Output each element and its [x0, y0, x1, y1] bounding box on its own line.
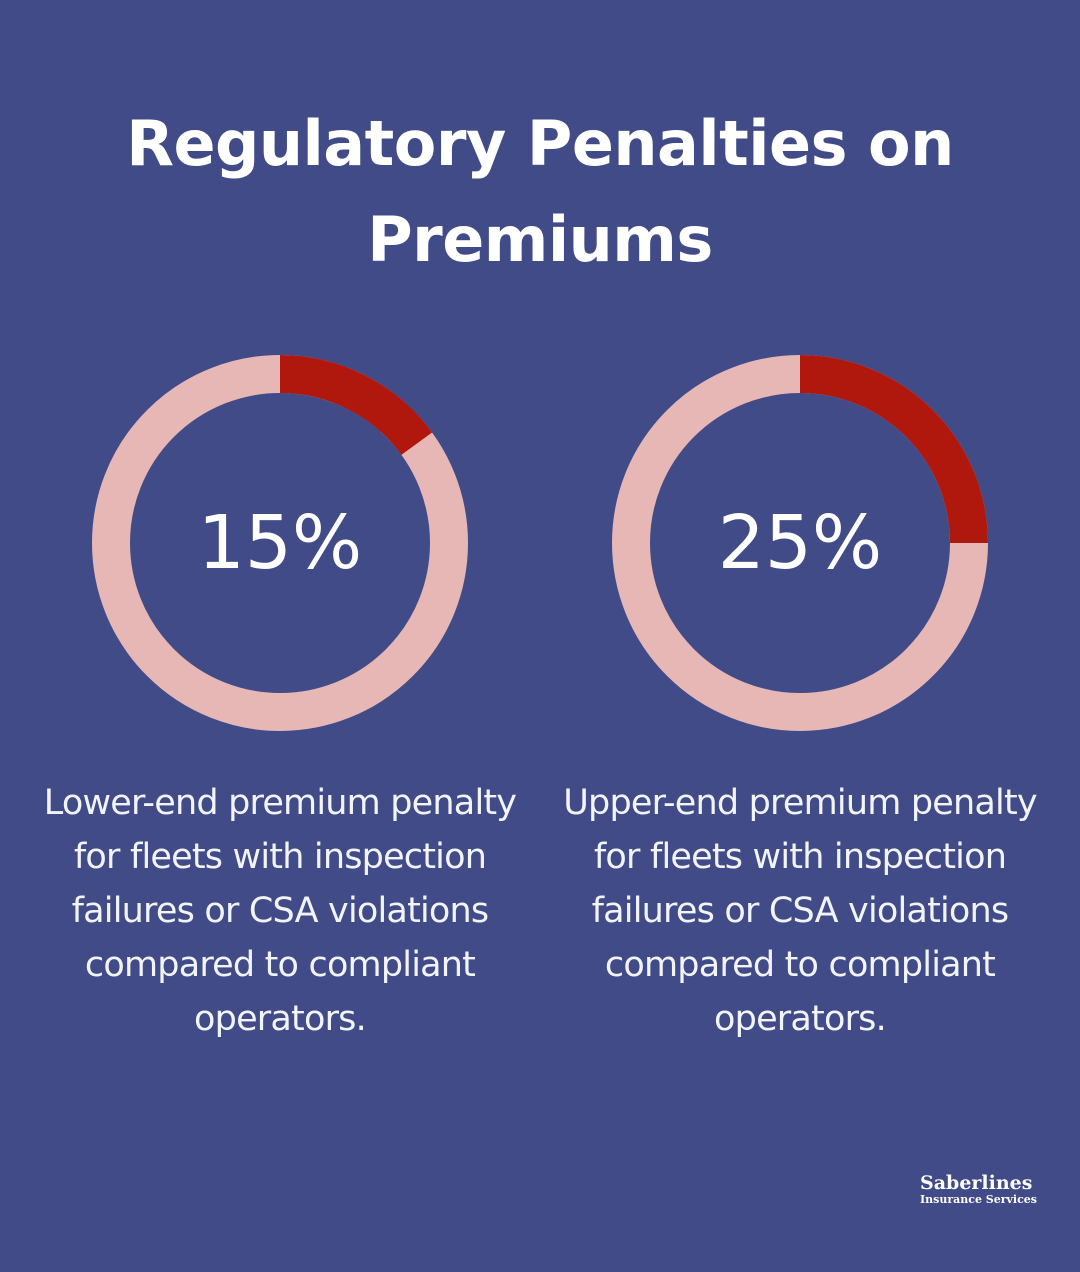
logo-brand-name: Saberlines — [920, 1172, 1033, 1194]
stat-description: Lower-end premium penalty for fleets wit… — [43, 783, 517, 1039]
logo-tagline: Insurance Services — [920, 1193, 1037, 1206]
donut-value-label: 25% — [718, 500, 882, 586]
stat-lower-end: 15% Lower-end premium penalty for fleets… — [20, 353, 540, 1046]
donut-chart-upper-end: 25% — [612, 355, 988, 731]
donut-fill-segment — [279, 355, 433, 456]
donut-fill-segment — [799, 355, 988, 544]
donut-chart-lower-end: 15% — [92, 355, 468, 731]
stat-upper-end: 25% Upper-end premium penalty for fleets… — [540, 353, 1060, 1046]
page-title: Regulatory Penalties on Premiums — [0, 96, 1080, 288]
page-title-line-2: Premiums — [367, 203, 713, 276]
brand-logo: Saberlines Insurance Services — [920, 1172, 1037, 1206]
page-title-line-1: Regulatory Penalties on — [126, 107, 954, 180]
stat-description: Upper-end premium penalty for fleets wit… — [563, 783, 1037, 1039]
donut-value-label: 15% — [198, 500, 362, 586]
